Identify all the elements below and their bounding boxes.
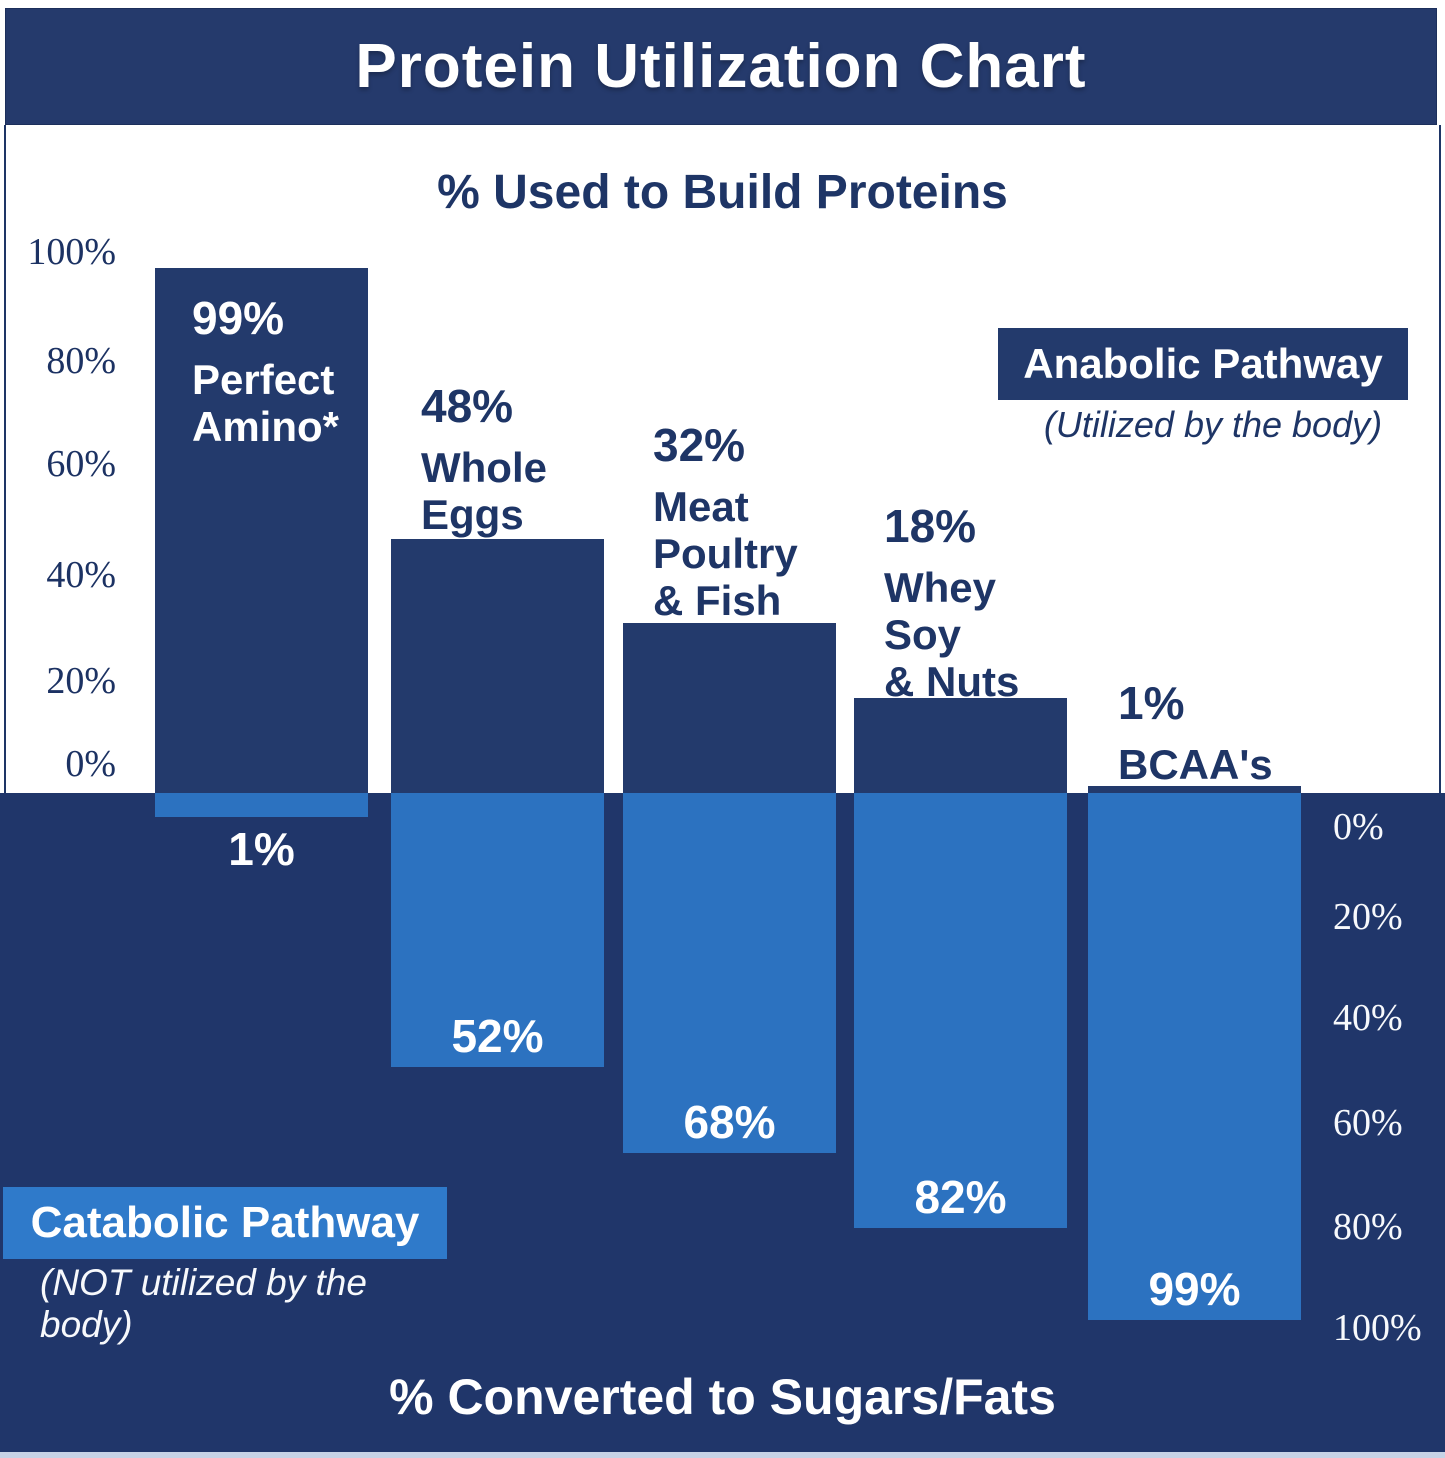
top-axis-tick-label: 20% [46,660,116,702]
bar-category-name-line: & Nuts [884,658,1020,705]
catabolic-bar [854,793,1067,1228]
bottom-axis-tick-label: 20% [1333,896,1403,938]
catabolic-bar [391,793,604,1067]
catabolic-value-label: 82% [914,1171,1007,1223]
bar-category-name-line: BCAA's [1118,741,1273,788]
bar-category-name-line: Perfect [192,356,335,403]
top-axis-tick-label: 40% [46,554,116,596]
bar-category-name-line: Eggs [421,491,524,538]
anabolic-bar [1088,786,1301,793]
bottom-axis-tick-label: 80% [1333,1206,1403,1248]
anabolic-pathway-label: Anabolic Pathway [1023,340,1383,387]
bar-category-name-line: Poultry [653,530,798,577]
bar-category-name-line: Meat [653,483,749,530]
catabolic-pathway-legend: Catabolic Pathway [3,1187,447,1259]
catabolic-pathway-caption: (NOT utilized by the body) [40,1262,367,1345]
page-title: Protein Utilization Chart [355,32,1087,101]
anabolic-pathway-legend: Anabolic Pathway [998,328,1408,400]
bar-category-name-line: Amino* [192,403,339,450]
bottom-axis-title: % Converted to Sugars/Fats [389,1369,1056,1425]
anabolic-value-label: 32% [653,419,746,471]
top-axis-title: % Used to Build Proteins [437,166,1008,219]
bottom-axis-tick-label: 40% [1333,997,1403,1039]
anabolic-pathway-caption: (Utilized by the body) [1043,404,1383,445]
bar-category-label: 99% Perfect Amino* [192,292,339,450]
header-banner: Protein Utilization Chart [5,8,1437,125]
bar-category-name-line: Whole [421,444,547,491]
anabolic-bar [854,698,1067,793]
footer-strip [0,1452,1445,1458]
top-axis-tick-label: 0% [65,743,116,785]
bottom-axis-tick-label: 0% [1333,806,1384,848]
anabolic-bar [155,268,368,793]
catabolic-value-label: 99% [1148,1263,1241,1315]
anabolic-value-label: 1% [1118,677,1185,729]
bar-category-label: 18% Whey Soy & Nuts [884,500,1019,705]
anabolic-bar [391,539,604,793]
bar-category-label: 1% BCAA's [1118,677,1273,788]
catabolic-value-label: 68% [683,1096,776,1148]
bottom-axis-tick-label: 60% [1333,1102,1403,1144]
catabolic-value-label: 1% [228,823,295,875]
top-axis-tick-label: 100% [27,231,116,273]
catabolic-bar [155,793,368,817]
anabolic-value-label: 99% [192,292,285,344]
anabolic-value-label: 18% [884,500,977,552]
catabolic-pathway-label: Catabolic Pathway [30,1198,420,1247]
bar-category-name-line: Whey [884,564,997,611]
bar-category-name-line: Soy [884,611,962,658]
bar-category-label: 48% Whole Eggs [421,380,547,538]
top-axis-tick-label: 60% [46,443,116,485]
anabolic-value-label: 48% [421,380,514,432]
anabolic-bar [623,623,836,793]
catabolic-bar [623,793,836,1153]
bar-category-label: 32% Meat Poultry & Fish [653,419,798,624]
catabolic-bar [1088,793,1301,1320]
bar-category-name-line: & Fish [653,577,782,624]
top-axis-tick-label: 80% [46,340,116,382]
catabolic-value-label: 52% [451,1010,544,1062]
bottom-axis-tick-label: 100% [1333,1307,1422,1349]
